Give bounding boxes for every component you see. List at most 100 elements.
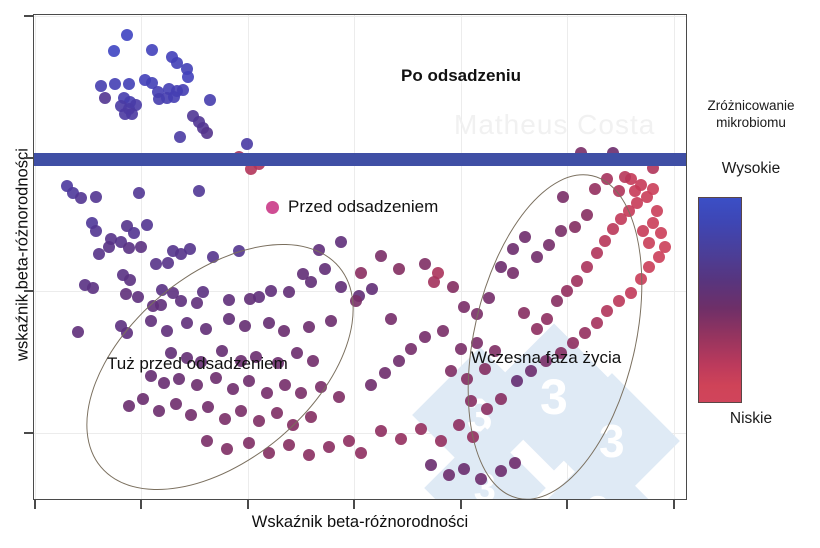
scatter-point [94,79,108,93]
scatter-point [306,354,320,368]
scatter-point [172,372,186,386]
scatter-point [392,262,406,276]
scatter-point [192,184,206,198]
scatter-point [169,397,183,411]
scatter-point [342,434,356,448]
scatter-point [312,243,326,257]
y-axis-tick [24,432,33,434]
scatter-point [314,380,328,394]
scatter-point [190,378,204,392]
scatter-point [634,272,648,286]
scatter-point [590,246,604,260]
scatter-point [478,362,492,376]
scatter-point [652,250,666,264]
colorbar-low-label: Niskie [729,410,773,427]
scatter-point [542,238,556,252]
scatter-point [590,316,604,330]
scatter-point [209,371,223,385]
scatter-point [480,402,494,416]
scatter-point [122,77,136,91]
scatter-point [302,448,316,462]
y-axis-title: wskaźnik beta-różnorodności [13,148,32,361]
scatter-point [470,307,484,321]
scatter-point [334,280,348,294]
scatter-point [89,190,103,204]
scatter-point [222,293,236,307]
scatter-point [442,468,456,482]
x-axis-tick [673,500,675,509]
scatter-point [384,312,398,326]
scatter-point [646,216,660,230]
y-axis-tick [24,157,33,159]
scatter-point [181,70,195,84]
scatter-point [554,346,568,360]
x-axis-tick [247,500,249,509]
grid-line-vertical [248,15,249,499]
scatter-point [218,412,232,426]
scatter-point [127,226,141,240]
x-axis-tick [566,500,568,509]
scatter-point [222,312,236,326]
scatter-point [622,204,636,218]
scatter-point [149,257,163,271]
scatter-point [488,344,502,358]
scatter-point [196,285,210,299]
scatter-point [324,314,338,328]
scatter-point [134,240,148,254]
scatter-point [252,290,266,304]
scatter-point [234,404,248,418]
scatter-point [494,392,508,406]
scatter-point [457,462,471,476]
scatter-point [160,324,174,338]
scatter-point [612,294,626,308]
x-axis-tick [34,500,36,509]
scatter-point [242,374,256,388]
scatter-point [658,240,672,254]
scatter-point [524,364,538,378]
scatter-point [452,418,466,432]
scatter-point [86,281,100,295]
scatter-point [232,244,246,258]
scatter-point [107,44,121,58]
scatter-point [262,316,276,330]
scatter-point [167,90,181,104]
scatter-point [612,184,626,198]
scatter-point [646,182,660,196]
colorbar-title-line1: Zróżnicowanie [707,98,795,113]
scatter-point [354,446,368,460]
scatter-point [144,314,158,328]
scatter-point [474,472,488,486]
scatter-point [600,304,614,318]
scatter-point [270,406,284,420]
watermark-badge-label: 3 [586,487,609,499]
grid-line-horizontal [34,16,686,17]
scatter-point [302,320,316,334]
scatter-point [122,399,136,413]
scatter-point [194,355,208,369]
scatter-point [618,170,632,184]
grid-line-vertical [461,15,462,499]
scatter-point [517,306,531,320]
scatter-point [304,410,318,424]
grid-line-horizontal [34,433,686,434]
scatter-point [98,91,112,105]
scatter-point [277,324,291,338]
scatter-point [454,342,468,356]
scatter-point [123,273,137,287]
scatter-point [92,247,106,261]
scatter-point [365,282,379,296]
scatter-point [470,336,484,350]
scatter-point [249,350,263,364]
colorbar-gradient [698,197,742,403]
plot-area: 33333 Matheus Costa Po odsadzeniu Przed … [33,14,687,500]
scatter-point [464,394,478,408]
scatter-point [144,369,158,383]
scatter-point [444,364,458,378]
scatter-point [145,43,159,57]
scatter-point [539,354,553,368]
scatter-point [318,262,332,276]
scatter-point [598,234,612,248]
scatter-point [540,312,554,326]
scatter-point [630,196,644,210]
